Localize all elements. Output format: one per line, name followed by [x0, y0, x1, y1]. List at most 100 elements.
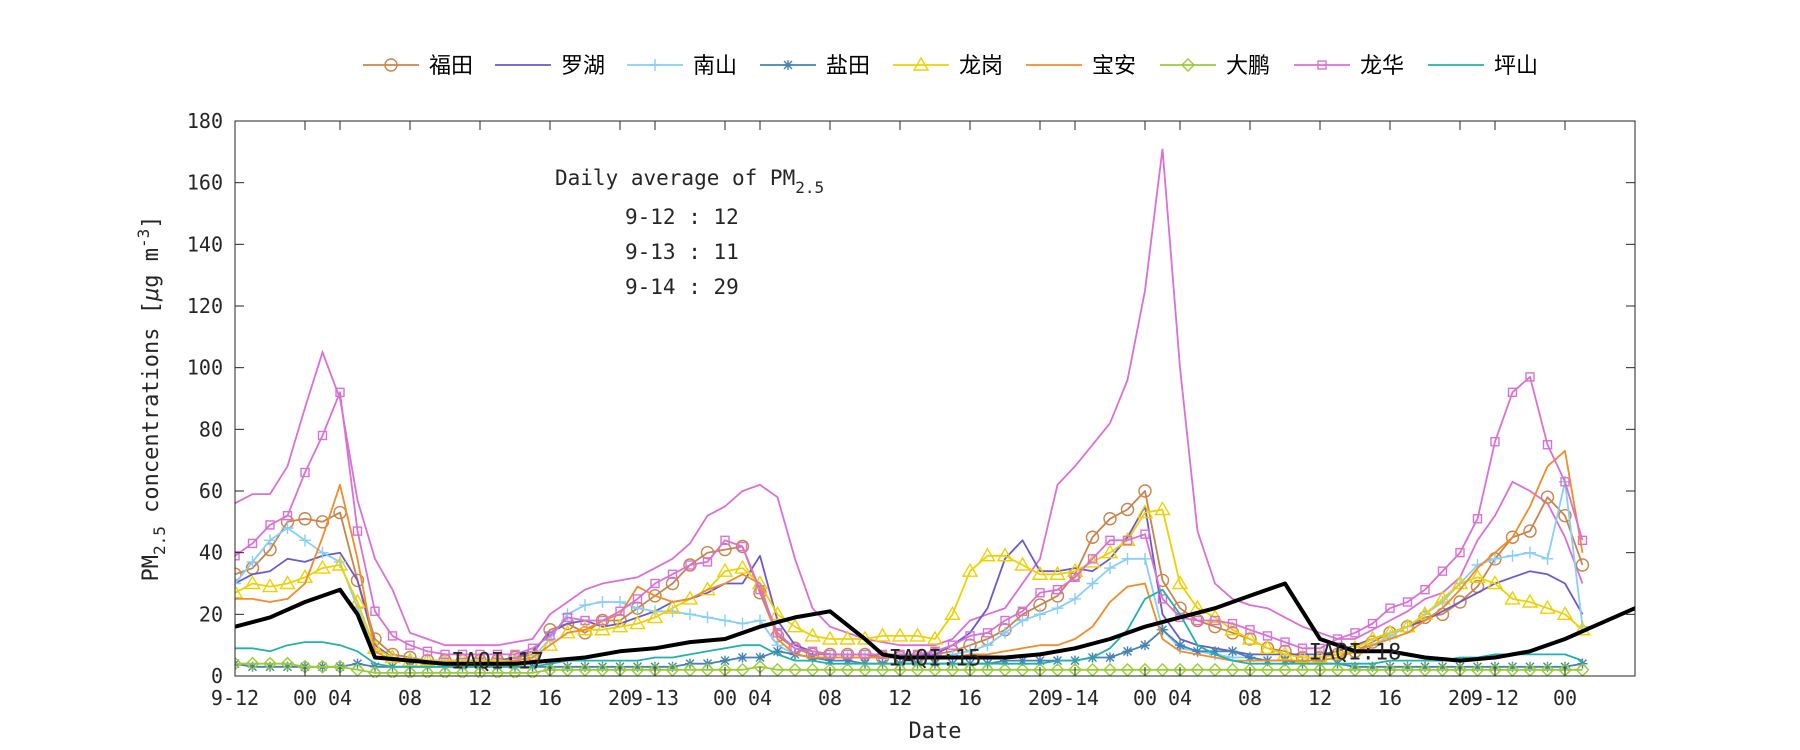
series-point — [979, 547, 996, 562]
series-point — [1070, 572, 1080, 583]
series-point — [1136, 504, 1154, 519]
y-tick-label: 0 — [211, 664, 223, 688]
series-point — [650, 578, 660, 589]
series-point — [1437, 661, 1448, 672]
legend-entry: 罗湖 — [495, 54, 605, 79]
series-point — [1017, 606, 1028, 616]
series-point — [1399, 618, 1416, 633]
legend-entry: 宝安 — [1026, 54, 1136, 79]
series-point — [790, 643, 800, 653]
series-point — [387, 631, 398, 641]
series-point — [1521, 593, 1539, 608]
series-point — [1402, 661, 1413, 672]
series-point — [1017, 655, 1028, 666]
series-point — [1504, 590, 1521, 605]
y-tick-label: 100 — [187, 356, 223, 380]
iaqi-label: IAQI:17 — [451, 650, 544, 675]
series-point — [1227, 618, 1238, 629]
series-point — [1505, 530, 1520, 544]
x-tick-label: 12 — [1308, 686, 1332, 710]
series-line — [235, 662, 1583, 674]
legend-entry: 南山 — [627, 54, 737, 79]
series-point — [1381, 624, 1399, 639]
series-point — [1507, 387, 1518, 398]
series-point — [1315, 643, 1325, 653]
series-point — [1402, 597, 1413, 607]
series-point — [594, 621, 611, 636]
series-point — [1455, 661, 1465, 672]
series-point — [263, 656, 277, 671]
iaqi-label-layer: IAQI:17 IAQI:15 IAQI:18 — [451, 640, 1401, 674]
series-layer — [235, 148, 1635, 678]
y-tick-label: 140 — [187, 232, 223, 256]
legend-swatch-marker — [1317, 60, 1327, 70]
series-point — [316, 546, 329, 559]
series-point — [1523, 524, 1537, 538]
series-point — [1469, 568, 1486, 584]
series-point — [996, 547, 1014, 562]
series-point — [701, 611, 714, 624]
series-point — [1122, 646, 1133, 657]
series-point — [737, 652, 748, 663]
series-point — [596, 596, 609, 608]
series-point — [821, 630, 839, 645]
series-point — [298, 512, 312, 526]
series-point — [1420, 661, 1430, 672]
series-point — [1140, 529, 1150, 539]
x-tick-label: 00 — [1133, 686, 1157, 710]
series-point — [385, 665, 400, 678]
x-tick-label: 12 — [888, 686, 912, 710]
legend-entry: 龙岗 — [893, 54, 1003, 79]
series-7 — [235, 656, 1590, 678]
series-point — [580, 661, 590, 672]
series-point — [755, 584, 765, 595]
x-tick-label: 00 — [293, 686, 317, 710]
series-point — [264, 534, 276, 547]
series-9 — [235, 588, 1583, 668]
y-axis-label-end: ] — [139, 215, 164, 228]
iaqi-label: IAQI:15 — [889, 647, 982, 672]
y-axis-label-sub: 2.5 — [150, 526, 169, 555]
series-point — [1069, 592, 1081, 605]
y-tick-label: 160 — [187, 171, 223, 195]
series-point — [1280, 637, 1290, 647]
legend: 福田 罗湖 南山 盐田 龙岗 宝安 大鹏 龙华 坪山 — [363, 54, 1538, 79]
series-point — [1420, 584, 1430, 595]
series-point — [403, 665, 417, 678]
series-line-peak — [235, 148, 1584, 647]
series-line-average — [235, 581, 1635, 666]
series-point — [719, 614, 731, 627]
series-point — [1171, 575, 1189, 590]
series-point — [1031, 565, 1049, 580]
series-point — [1472, 661, 1483, 672]
series-point — [335, 387, 345, 398]
series-point — [1455, 547, 1465, 558]
legend-label: 龙华 — [1360, 54, 1404, 79]
x-tick-label: 16 — [1378, 686, 1402, 710]
series-point — [246, 555, 259, 568]
series-point — [632, 661, 643, 672]
plot-area: IAQI:17 IAQI:15 IAQI:18 0 20 40 60 80 100 120 140… — [187, 109, 1636, 710]
series-point — [317, 430, 328, 441]
series-point — [1104, 562, 1116, 575]
legend-label: 南山 — [693, 54, 737, 79]
series-point — [754, 614, 766, 627]
series-point — [244, 575, 261, 590]
series-point — [982, 628, 993, 638]
series-point — [702, 557, 713, 567]
annotation-title-main: Daily average of PM — [555, 166, 795, 190]
series-point — [1034, 608, 1046, 621]
x-tick-label: 00 — [1553, 686, 1577, 710]
series-point — [235, 551, 240, 561]
legend-entry: 坪山 — [1428, 54, 1538, 79]
series-point — [667, 661, 678, 672]
series-point — [235, 584, 244, 599]
series-point — [1577, 535, 1588, 546]
series-point — [579, 599, 591, 612]
series-point — [930, 646, 940, 657]
series-line — [235, 450, 1584, 665]
series-point — [909, 627, 926, 642]
series-point — [475, 649, 485, 660]
series-point — [405, 640, 415, 650]
series-point — [825, 649, 835, 660]
